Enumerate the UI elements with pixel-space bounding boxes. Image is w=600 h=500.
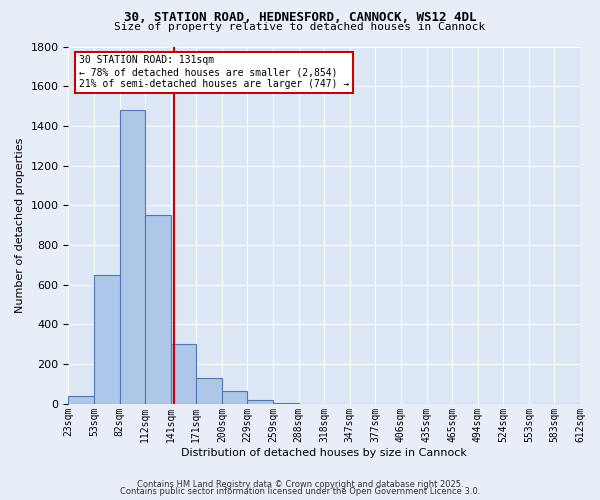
Text: Contains HM Land Registry data © Crown copyright and database right 2025.: Contains HM Land Registry data © Crown c… (137, 480, 463, 489)
Bar (145, 216, 171, 404)
Bar (119, 110, 145, 404)
Text: Size of property relative to detached houses in Cannock: Size of property relative to detached ho… (115, 22, 485, 32)
Bar (68, 396, 94, 404)
Bar (247, 400, 273, 404)
Text: 30 STATION ROAD: 131sqm
← 78% of detached houses are smaller (2,854)
21% of semi: 30 STATION ROAD: 131sqm ← 78% of detache… (79, 56, 349, 88)
Bar (171, 344, 196, 404)
Bar (94, 275, 119, 404)
Y-axis label: Number of detached properties: Number of detached properties (15, 138, 25, 313)
Bar (196, 378, 222, 404)
Text: Contains public sector information licensed under the Open Government Licence 3.: Contains public sector information licen… (120, 487, 480, 496)
Text: 30, STATION ROAD, HEDNESFORD, CANNOCK, WS12 4DL: 30, STATION ROAD, HEDNESFORD, CANNOCK, W… (124, 11, 476, 24)
X-axis label: Distribution of detached houses by size in Cannock: Distribution of detached houses by size … (181, 448, 467, 458)
Bar (273, 403, 299, 404)
Bar (222, 391, 247, 404)
